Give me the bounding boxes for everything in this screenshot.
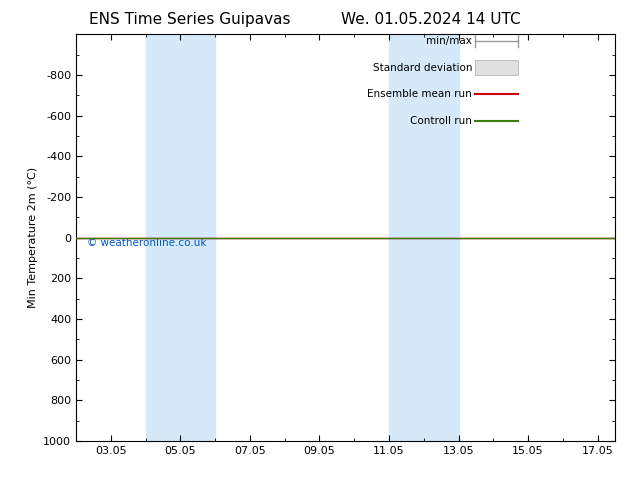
- Text: min/max: min/max: [426, 36, 472, 47]
- Text: Controll run: Controll run: [410, 116, 472, 125]
- Bar: [146, 34, 215, 441]
- Bar: [389, 34, 458, 441]
- Text: Standard deviation: Standard deviation: [373, 63, 472, 73]
- Bar: [475, 60, 518, 75]
- Text: ENS Time Series Guipavas: ENS Time Series Guipavas: [89, 12, 291, 27]
- Y-axis label: Min Temperature 2m (°C): Min Temperature 2m (°C): [28, 167, 37, 308]
- Text: © weatheronline.co.uk: © weatheronline.co.uk: [87, 238, 206, 247]
- Text: Ensemble mean run: Ensemble mean run: [368, 89, 472, 99]
- Text: We. 01.05.2024 14 UTC: We. 01.05.2024 14 UTC: [341, 12, 521, 27]
